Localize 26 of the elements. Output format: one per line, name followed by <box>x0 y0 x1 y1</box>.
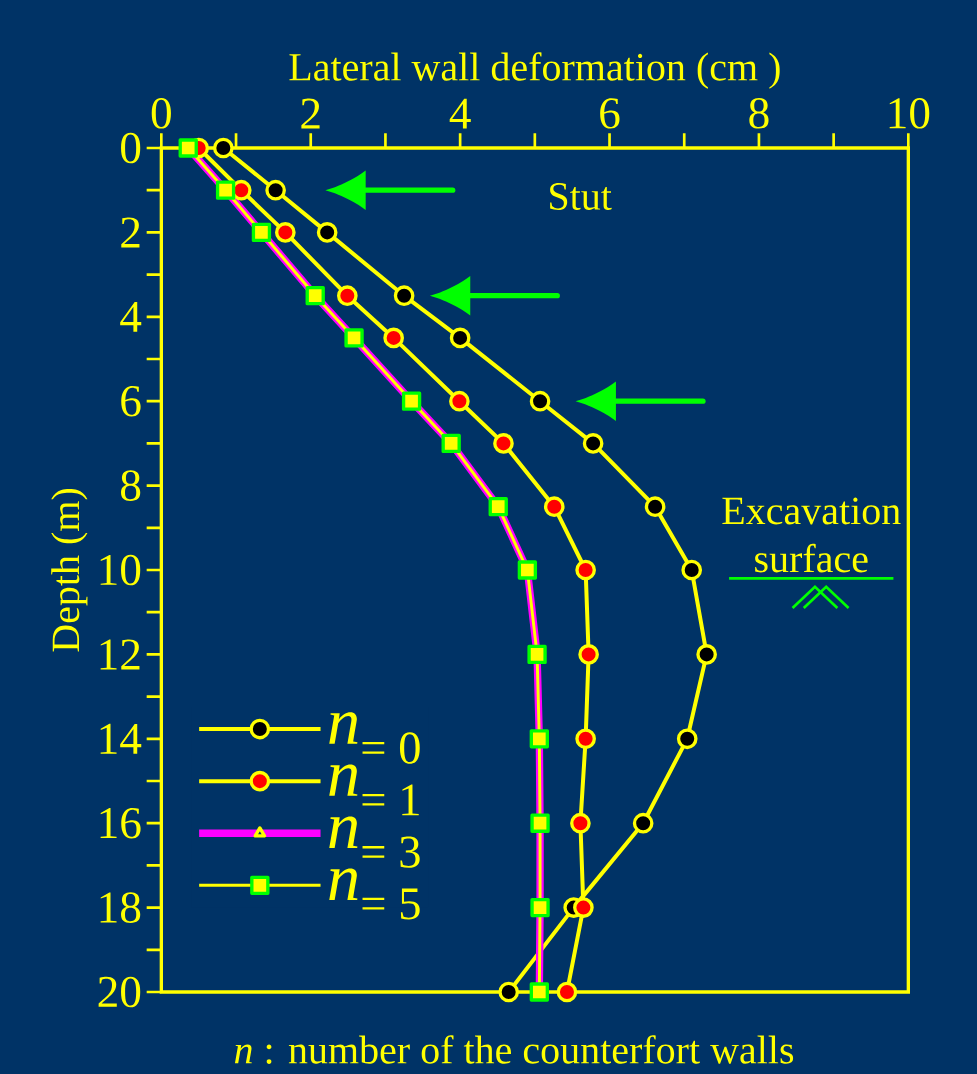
x-tick-label: 6 <box>599 98 620 129</box>
y-tick-label: 6 <box>121 385 141 417</box>
y-tick-label: 8 <box>120 470 141 501</box>
y-tick-label: 14 <box>100 723 142 754</box>
x-tick-label: 2 <box>301 98 320 129</box>
legend-label: n$_{= 3}$ <box>329 816 420 868</box>
y-tick-label: 16 <box>100 807 141 839</box>
ref-line-label: Excavation surface <box>722 497 901 573</box>
y-tick-label: 10 <box>100 554 141 586</box>
legend-label: n$_{= 0}$ <box>329 712 420 764</box>
y-tick-label: 20 <box>98 976 141 1008</box>
y-tick-label: 0 <box>120 132 141 164</box>
y-tick-label: 4 <box>120 301 142 332</box>
text: n : number of the counterfort walls <box>234 1035 793 1064</box>
annotation: Stut <box>549 183 612 210</box>
x-tick-label: 0 <box>151 98 171 129</box>
legend-label: n$_{= 1}$ <box>329 764 419 816</box>
y-tick-label: 18 <box>100 892 141 923</box>
x-axis-title: Lateral wall deformation (cm ) <box>289 52 780 89</box>
legend-label: n$_{= 5}$ <box>329 868 420 920</box>
x-tick-label: 4 <box>449 98 471 129</box>
x-tick-label: 10 <box>889 98 930 129</box>
y-tick-label: 12 <box>100 639 140 670</box>
x-tick-label: 8 <box>749 98 769 129</box>
y-axis-title: Depth (m) <box>51 489 88 652</box>
y-tick-label: 2 <box>121 217 140 248</box>
